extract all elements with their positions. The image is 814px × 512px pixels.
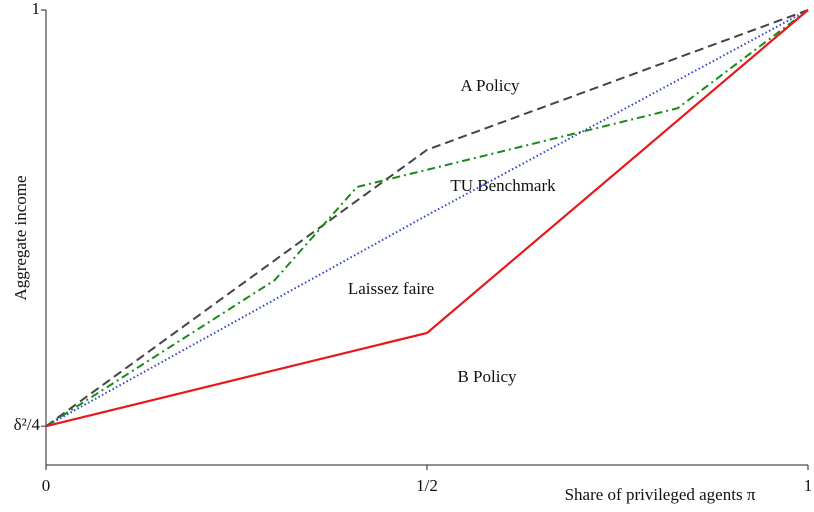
series-line xyxy=(45,9,809,427)
y-tick-label: 1 xyxy=(32,0,41,18)
series-line xyxy=(45,9,809,428)
y-tick-label: δ²/4 xyxy=(14,415,41,434)
series-label: TU Benchmark xyxy=(450,176,556,195)
x-tick-label: 1 xyxy=(804,476,813,495)
series-label: B Policy xyxy=(457,367,517,386)
x-tick-label: 0 xyxy=(42,476,51,495)
x-tick-label: 1/2 xyxy=(416,476,438,495)
series-label: Laissez faire xyxy=(348,279,434,298)
series-line xyxy=(45,9,809,428)
series-label: A Policy xyxy=(460,76,520,95)
x-axis-label: Share of privileged agents π xyxy=(565,485,756,504)
y-axis-label: Aggregate income xyxy=(11,175,30,300)
series-line xyxy=(45,9,809,428)
